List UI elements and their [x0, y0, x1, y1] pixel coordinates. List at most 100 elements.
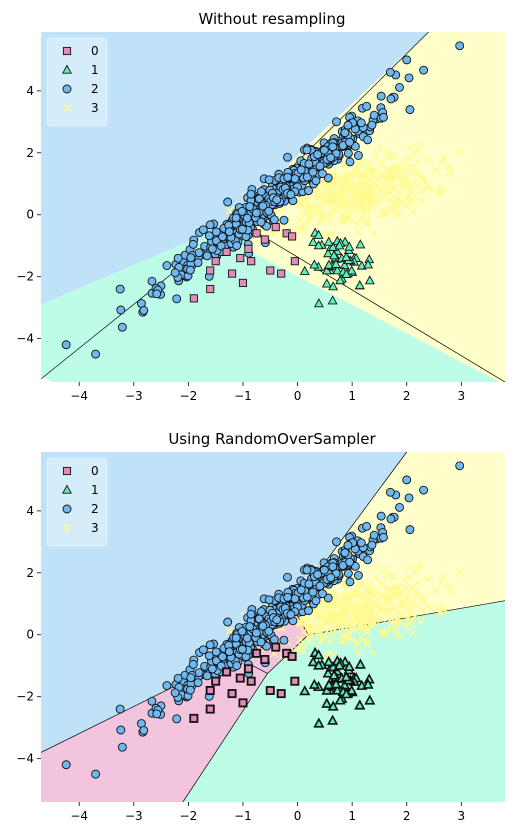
- point-class-3: [401, 622, 410, 631]
- point-class-3: [394, 589, 403, 598]
- point-class-2: [404, 493, 414, 503]
- point-class-3: [225, 206, 234, 215]
- point-class-3: [407, 183, 416, 191]
- point-class-2: [204, 651, 214, 661]
- point-class-2: [245, 622, 255, 632]
- decision-region-3: [292, 452, 505, 635]
- point-class-0: [290, 257, 299, 266]
- point-class-3: [362, 586, 370, 595]
- point-class-2: [379, 532, 388, 542]
- point-class-3: [410, 148, 419, 157]
- point-class-2: [272, 195, 282, 205]
- point-class-1: [354, 658, 366, 669]
- point-class-3: [391, 619, 400, 628]
- point-class-2: [258, 621, 268, 631]
- x-tick-label: 2: [403, 809, 411, 823]
- point-class-3: [364, 187, 373, 196]
- point-class-1: [323, 655, 335, 667]
- point-class-3: [346, 601, 355, 610]
- point-class-2: [172, 714, 182, 724]
- point-class-2: [173, 673, 183, 683]
- point-class-3: [326, 616, 335, 624]
- point-class-3: [404, 613, 412, 622]
- point-class-2: [326, 153, 336, 163]
- point-class-2: [311, 176, 321, 186]
- legend-label: 3: [91, 101, 99, 115]
- point-class-2: [283, 592, 293, 602]
- point-class-2: [237, 224, 247, 234]
- point-class-1: [339, 259, 350, 270]
- point-class-1: [308, 236, 319, 246]
- point-class-2: [402, 475, 412, 485]
- point-class-2: [362, 521, 372, 531]
- point-class-3: [410, 568, 419, 577]
- point-class-3: [343, 593, 352, 602]
- point-class-2: [202, 671, 212, 681]
- point-class-2: [304, 606, 313, 616]
- point-class-3: [375, 185, 384, 194]
- point-class-2: [152, 289, 162, 299]
- point-class-3: [392, 631, 401, 640]
- point-class-1: [329, 250, 339, 260]
- point-class-3: [431, 166, 440, 175]
- point-class-3: [364, 607, 373, 616]
- point-class-2: [256, 217, 266, 227]
- x-tick-label: −4: [70, 389, 88, 403]
- point-class-3: [357, 580, 366, 589]
- point-class-2: [211, 647, 221, 657]
- point-class-2: [402, 55, 412, 65]
- point-class-3: [455, 147, 464, 156]
- point-class-2: [185, 685, 195, 695]
- point-class-0: [246, 676, 256, 686]
- point-class-3: [317, 634, 325, 643]
- point-class-1: [346, 684, 358, 695]
- point-class-2: [91, 769, 101, 779]
- point-class-0: [290, 676, 300, 686]
- point-class-2: [170, 268, 180, 278]
- point-class-3: [355, 186, 364, 195]
- x-tick-label: −4: [70, 809, 88, 823]
- point-class-3: [403, 594, 412, 602]
- point-class-3: [357, 160, 366, 169]
- point-class-1: [313, 649, 325, 660]
- point-class-1: [344, 241, 355, 251]
- point-class-2: [115, 704, 125, 714]
- y-tick-label: 2: [26, 146, 34, 160]
- point-class-3: [386, 166, 395, 175]
- point-class-3: [321, 617, 330, 626]
- point-class-3: [389, 572, 398, 581]
- point-class-2: [207, 244, 217, 254]
- point-class-2: [264, 595, 274, 605]
- point-class-2: [224, 227, 234, 237]
- legend-marker-0: [62, 46, 72, 56]
- point-class-3: [368, 229, 377, 238]
- point-class-2: [343, 540, 353, 550]
- point-class-3: [362, 640, 371, 649]
- point-class-2: [345, 577, 355, 587]
- point-class-1: [321, 697, 333, 708]
- point-class-2: [286, 190, 296, 199]
- point-class-3: [444, 583, 453, 592]
- point-class-3: [406, 619, 415, 628]
- point-class-3: [372, 616, 381, 625]
- y-tick-label: 2: [26, 566, 34, 580]
- point-class-0: [277, 269, 286, 278]
- panel-random-oversampler: Using RandomOverSampler −4 −3 −2 −1 0 1 2 3 −4 −2…: [16, 430, 505, 823]
- point-class-2: [198, 645, 208, 655]
- point-class-2: [404, 73, 414, 83]
- point-class-3: [406, 199, 415, 208]
- point-class-2: [186, 673, 196, 683]
- point-class-2: [367, 540, 377, 550]
- point-class-3: [404, 193, 412, 202]
- point-class-2: [224, 647, 234, 657]
- x-tick-label: −1: [234, 809, 252, 823]
- point-class-3: [326, 630, 335, 639]
- chart-title: Without resampling: [199, 10, 346, 28]
- point-class-3: [304, 632, 312, 641]
- point-class-3: [371, 191, 380, 200]
- point-class-3: [314, 613, 323, 622]
- legend-marker-1: [62, 64, 72, 74]
- point-class-3: [455, 567, 464, 576]
- point-class-3: [333, 601, 342, 610]
- point-class-1: [340, 688, 352, 699]
